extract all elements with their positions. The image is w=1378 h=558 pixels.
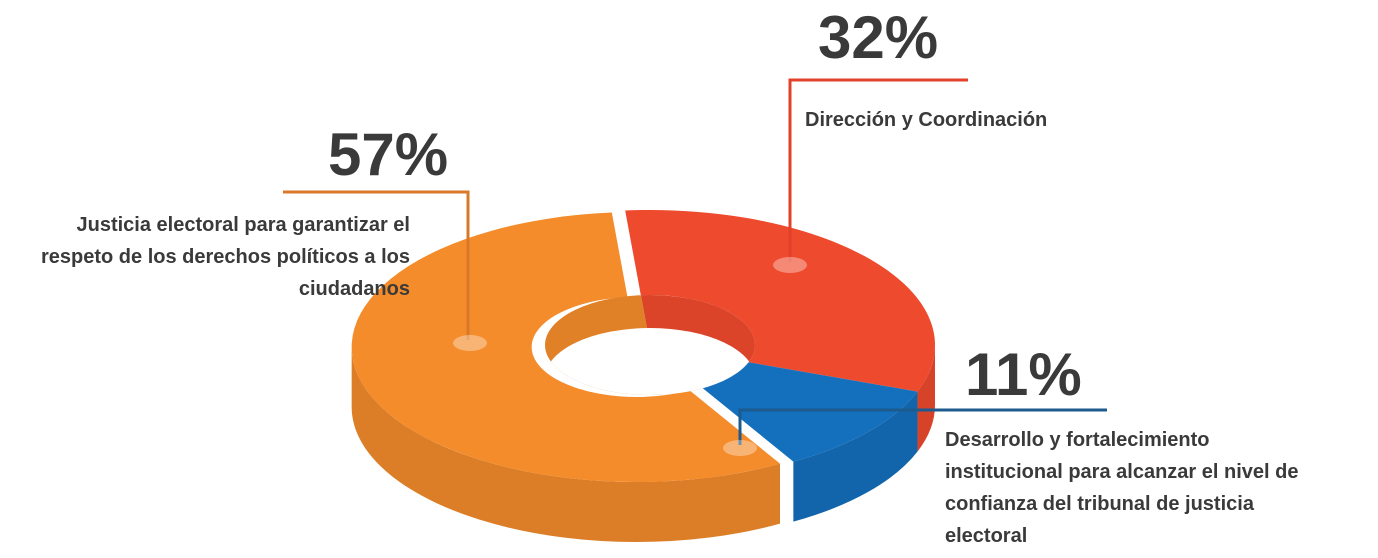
- category-label: Desarrollo y fortalecimiento institucion…: [945, 429, 1299, 547]
- slice: [702, 362, 918, 462]
- value-label: 11%: [965, 341, 1082, 408]
- dot: [453, 335, 487, 351]
- hole: [545, 295, 755, 395]
- slice: [625, 210, 935, 392]
- category-label: Dirección y Coordinación: [805, 109, 1048, 131]
- walls: [351, 345, 936, 543]
- category-label: Justicia electoral para garantizar el re…: [41, 214, 410, 300]
- leader-line: [738, 408, 1107, 445]
- value-label: 57%: [328, 121, 449, 188]
- slice-side: [351, 347, 781, 543]
- value-label: 32%: [818, 4, 939, 71]
- dots: [453, 257, 807, 456]
- leaders: [283, 78, 1107, 445]
- slice-side: [793, 391, 918, 522]
- hole-floor: [545, 328, 755, 395]
- slice: [351, 212, 781, 483]
- leader-line: [788, 78, 968, 262]
- tops: [351, 210, 935, 483]
- dot: [723, 440, 757, 456]
- leader-line: [283, 190, 470, 340]
- dot: [773, 257, 807, 273]
- slice-side: [917, 345, 936, 452]
